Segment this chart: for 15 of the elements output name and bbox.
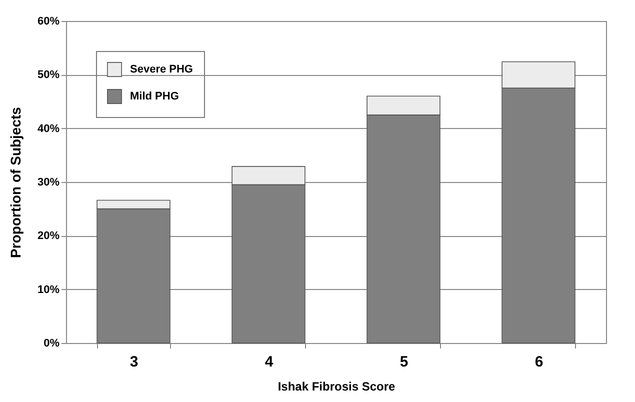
y-tick-label: 10% (37, 284, 60, 296)
x-tick-label: 5 (400, 354, 408, 370)
y-tick-label: 20% (37, 230, 60, 242)
y-tick-label: 40% (37, 122, 60, 135)
y-tick-label: 50% (37, 69, 60, 82)
x-tick-label: 6 (534, 354, 544, 370)
x-tick-label: 3 (130, 354, 138, 370)
y-tick-label: 60% (37, 16, 60, 28)
x-tick-label: 4 (264, 354, 274, 370)
legend-label: Severe PHG (130, 64, 193, 76)
y-axis-title: Proportion of Subjects (7, 106, 24, 258)
y-tick-label: 30% (37, 176, 60, 188)
y-tick-label: 0% (44, 338, 60, 350)
legend-label: Mild PHG (130, 90, 179, 102)
x-axis-title: Ishak Fibrosis Score (278, 380, 396, 394)
